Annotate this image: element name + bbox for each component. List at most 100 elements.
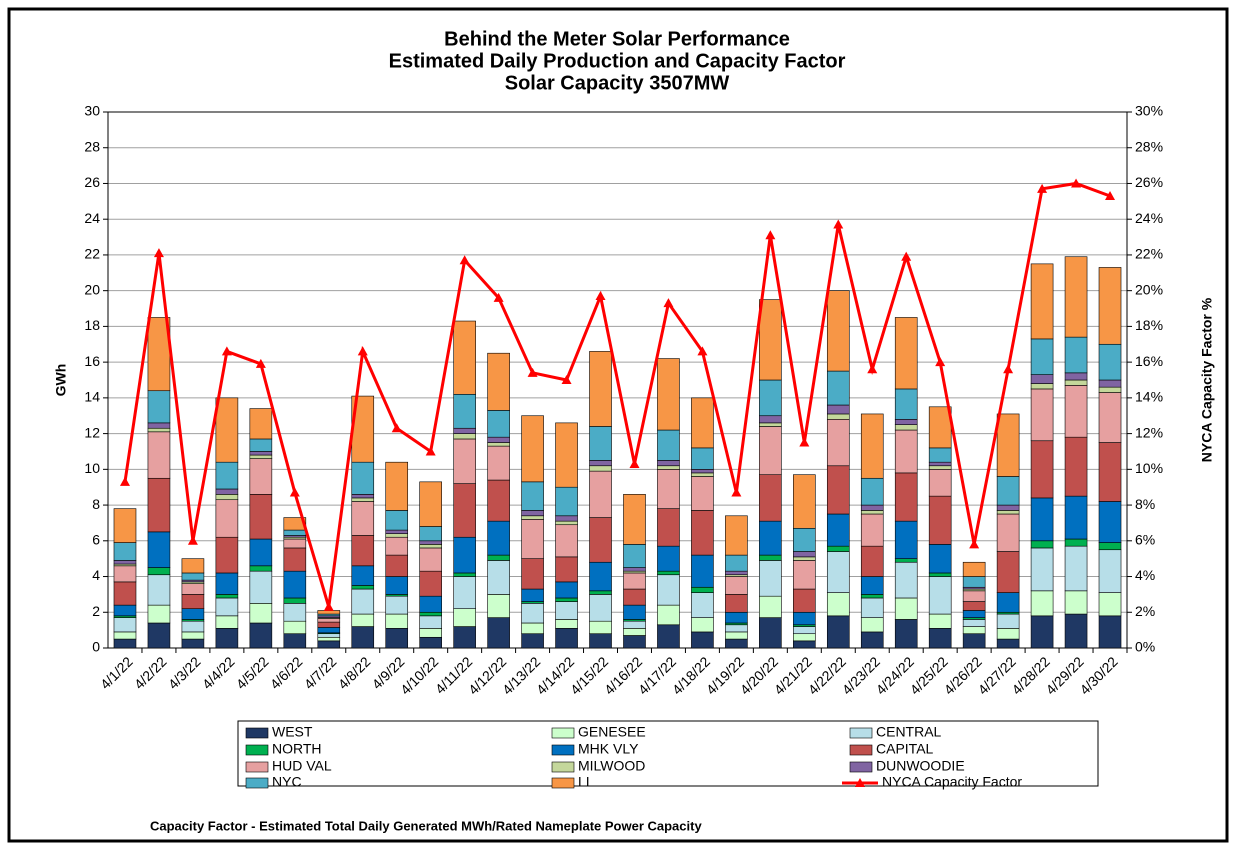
- bar-segment: [894, 419, 918, 425]
- line-marker: [935, 357, 946, 367]
- bar-segment: [793, 611, 816, 626]
- bar-segment: [928, 461, 952, 467]
- bar-segment: [860, 631, 884, 649]
- bar-segment: [283, 517, 307, 531]
- bar-segment: [283, 603, 307, 622]
- bar-segment: [419, 615, 442, 629]
- bar-segment: [385, 461, 409, 511]
- bar-segment: [113, 508, 137, 543]
- legend-label: LI: [578, 774, 590, 790]
- bar-segment: [1064, 538, 1088, 547]
- bar-segment: [996, 551, 1020, 593]
- line-marker: [255, 358, 266, 368]
- bar-segment: [725, 515, 748, 556]
- bar-segment: [181, 631, 205, 640]
- y2-tick-label: 0%: [1135, 639, 1155, 655]
- bar-segment: [385, 536, 409, 556]
- bar-segment: [317, 610, 341, 615]
- bar-segment: [351, 497, 375, 502]
- bar-segment: [996, 592, 1020, 613]
- y2-tick-label: 28%: [1135, 138, 1163, 154]
- line-marker: [697, 346, 708, 356]
- bar-segment: [453, 438, 476, 484]
- bar-segment: [725, 570, 748, 576]
- bar-segment: [860, 413, 884, 479]
- bar-segment: [589, 517, 612, 563]
- bar-segment: [283, 547, 307, 572]
- bar-segment: [962, 590, 986, 602]
- bar-segment: [657, 624, 680, 649]
- bar-segment: [555, 597, 578, 602]
- legend-label: NYCA Capacity Factor: [882, 774, 1022, 790]
- y2-tick-label: 12%: [1135, 424, 1163, 440]
- line-marker: [119, 476, 130, 486]
- y-tick-label: 30: [84, 103, 100, 119]
- bar-segment: [521, 415, 544, 483]
- bar-segment: [589, 620, 612, 635]
- bar-segment: [453, 626, 476, 649]
- bar-segment: [181, 594, 205, 609]
- line-marker: [221, 346, 232, 356]
- y2-tick-label: 18%: [1135, 317, 1163, 333]
- bar-segment: [487, 352, 510, 411]
- bar-segment: [860, 513, 884, 547]
- bar-segment: [419, 611, 442, 617]
- y2-tick-label: 4%: [1135, 567, 1155, 583]
- bar-segment: [962, 633, 986, 649]
- bar-segment: [487, 410, 510, 438]
- y-tick-label: 14: [84, 389, 100, 405]
- bar-segment: [860, 477, 884, 506]
- bar-segment: [1098, 392, 1122, 443]
- bar-segment: [249, 458, 273, 495]
- bar-segment: [555, 520, 578, 526]
- line-marker: [561, 375, 572, 384]
- bar-segment: [657, 358, 680, 431]
- bar-segment: [894, 597, 918, 620]
- bar-segment: [657, 545, 680, 572]
- legend-swatch: [849, 727, 873, 739]
- bar-segment: [691, 472, 714, 477]
- bar-segment: [215, 597, 239, 617]
- bar-segment: [996, 638, 1020, 649]
- bar-segment: [657, 465, 680, 470]
- line-marker: [527, 367, 538, 377]
- y-tick-label: 12: [84, 424, 100, 440]
- chart-title: Behind the Meter Solar Performance: [444, 28, 790, 50]
- bar-segment: [826, 513, 850, 547]
- line-marker: [1003, 364, 1014, 374]
- legend-swatch: [245, 744, 269, 756]
- capacity-factor-line: [123, 181, 1111, 608]
- bar-segment: [147, 531, 171, 568]
- bar-segment: [691, 554, 714, 588]
- bar-segment: [996, 513, 1020, 552]
- bar-segment: [385, 554, 409, 577]
- bar-segment: [1064, 545, 1088, 592]
- bar-segment: [385, 628, 409, 649]
- line-marker: [1071, 178, 1082, 188]
- bar-segment: [657, 429, 680, 461]
- y-tick-label: 20: [84, 281, 100, 297]
- bar-segment: [759, 617, 782, 649]
- bar-segment: [691, 476, 714, 511]
- bar-segment: [793, 551, 816, 558]
- bar-segment: [1030, 263, 1054, 340]
- bar-segment: [826, 615, 850, 649]
- chart-title: Estimated Daily Production and Capacity …: [389, 50, 846, 72]
- bar-segment: [385, 510, 409, 531]
- bar-segment: [555, 556, 578, 583]
- bar-segment: [453, 572, 476, 577]
- bar-segment: [1098, 615, 1122, 649]
- bar-segment: [351, 501, 375, 536]
- bar-segment: [894, 424, 918, 431]
- y-tick-label: 6: [92, 532, 100, 548]
- y-tick-label: 0: [92, 639, 100, 655]
- bar-segment: [1098, 442, 1122, 502]
- bar-segment: [657, 570, 680, 576]
- bar-segment: [283, 633, 307, 649]
- y2-tick-label: 6%: [1135, 532, 1155, 548]
- legend-swatch: [849, 744, 873, 756]
- bar-segment: [283, 538, 307, 549]
- bar-segment: [793, 560, 816, 590]
- bar-segment: [215, 594, 239, 599]
